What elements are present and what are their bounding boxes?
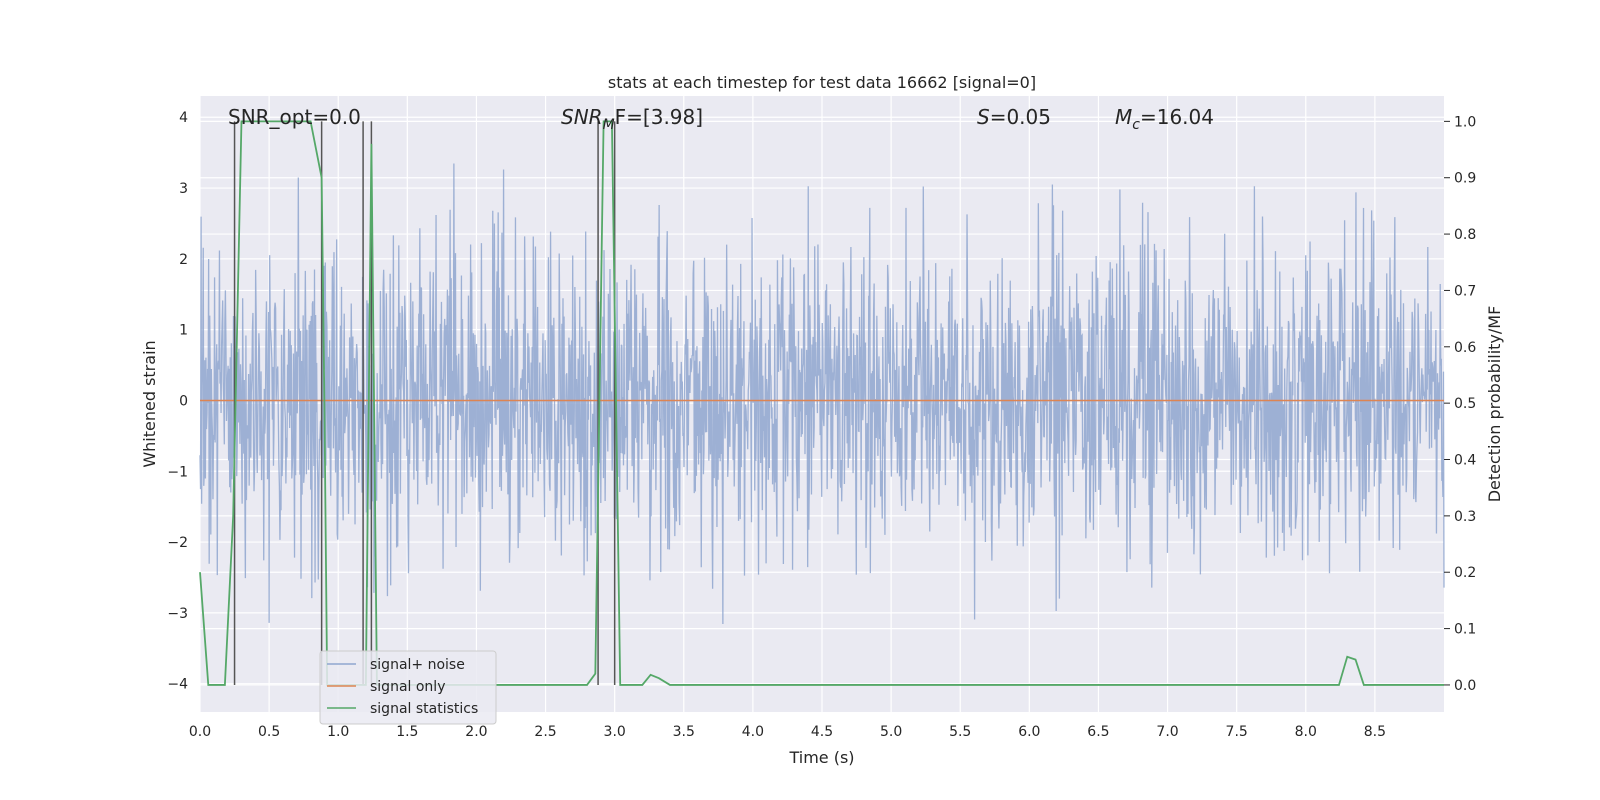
x-tick-label: 8.5 [1364, 724, 1386, 740]
y2-tick-label: 0.6 [1454, 340, 1476, 356]
x-tick-label: 1.0 [327, 724, 349, 740]
y2-tick-label: 0.9 [1454, 171, 1476, 187]
x-tick-label: 3.5 [673, 724, 695, 740]
legend-label-signal-statistics: signal statistics [370, 701, 478, 717]
x-tick-label: 1.5 [396, 724, 418, 740]
signal-statistics-series [199, 120, 1444, 686]
y2-tick-label: 0.2 [1454, 565, 1476, 581]
x-axis-label: Time (s) [788, 748, 854, 767]
signal-plus-noise-line [199, 163, 1445, 625]
s-annotation: S=0.05 [977, 105, 1051, 129]
y2-tick-label: 0.0 [1454, 678, 1476, 694]
legend-label-signal-plus-noise: signal+ noise [370, 657, 465, 673]
snr-mf-subscript: M [603, 117, 615, 133]
x-tick-label: 7.0 [1156, 724, 1178, 740]
mc-main: M [1115, 105, 1132, 129]
x-tick-label: 4.0 [742, 724, 764, 740]
legend-label-signal-only: signal only [370, 679, 445, 695]
y-axis-label: Whitened strain [140, 340, 159, 467]
x-tick-label: 0.5 [258, 724, 280, 740]
y-tick-label: 4 [179, 110, 188, 126]
snr-opt-annotation: SNR_opt=0.0 [228, 105, 361, 129]
y-tick-label: 1 [179, 323, 188, 339]
x-tick-label: 4.5 [811, 724, 833, 740]
legend: signal+ noise signal only signal statist… [319, 650, 497, 725]
s-main: S [977, 105, 990, 129]
y-tick-label: −2 [167, 535, 188, 551]
x-tick-label: 6.0 [1018, 724, 1040, 740]
y-tick-label: −1 [167, 464, 188, 480]
y2-tick-label: 0.1 [1454, 622, 1476, 638]
legend-box [319, 650, 497, 725]
x-tick-label: 2.5 [534, 724, 556, 740]
mc-rest: =16.04 [1140, 105, 1214, 129]
x-tick-label: 5.5 [949, 724, 971, 740]
y-tick-label: 0 [179, 393, 188, 409]
y2-tick-label: 0.7 [1454, 283, 1476, 299]
s-rest: =0.05 [990, 105, 1051, 129]
x-tick-label: 3.0 [604, 724, 626, 740]
signal-statistics-line [199, 120, 1444, 686]
y2-axis-ticks: 0.0 0.1 0.2 0.3 0.4 0.5 0.6 0.7 0.8 0.9 1.0 [1444, 114, 1476, 694]
mc-subscript: c [1132, 117, 1140, 133]
y2-tick-label: 0.4 [1454, 453, 1476, 469]
chart-title: stats at each timestep for test data 166… [608, 73, 1036, 92]
y-tick-label: −4 [167, 677, 188, 693]
x-tick-label: 6.5 [1087, 724, 1109, 740]
x-axis-ticks: 0.0 0.5 1.0 1.5 2.0 2.5 3.0 3.5 4.0 4.5 5.0 5.5 6.0 6… [189, 724, 1386, 740]
mc-annotation: Mc=16.04 [1115, 105, 1214, 133]
y-tick-label: −3 [167, 606, 188, 622]
y-tick-label: 3 [179, 181, 188, 197]
x-tick-label: 2.0 [465, 724, 487, 740]
x-tick-label: 8.0 [1295, 724, 1317, 740]
snr-mf-main: SNR [561, 105, 603, 129]
x-tick-label: 0.0 [189, 724, 211, 740]
y2-tick-label: 0.5 [1454, 396, 1476, 412]
y-axis-ticks: −4 −3 −2 −1 0 1 2 3 4 [167, 110, 188, 692]
snr-mf-rest: F=[3.98] [615, 105, 703, 129]
y2-tick-label: 0.3 [1454, 509, 1476, 525]
x-tick-label: 7.5 [1226, 724, 1248, 740]
y2-axis-label: Detection probability/MF [1485, 306, 1504, 503]
y2-tick-label: 0.8 [1454, 227, 1476, 243]
y2-tick-label: 1.0 [1454, 114, 1476, 130]
snr-mf-annotation: SNRMF=[3.98] [561, 105, 703, 133]
signal-plus-noise-series [199, 163, 1445, 625]
y-tick-label: 2 [179, 252, 188, 268]
x-tick-label: 5.0 [880, 724, 902, 740]
